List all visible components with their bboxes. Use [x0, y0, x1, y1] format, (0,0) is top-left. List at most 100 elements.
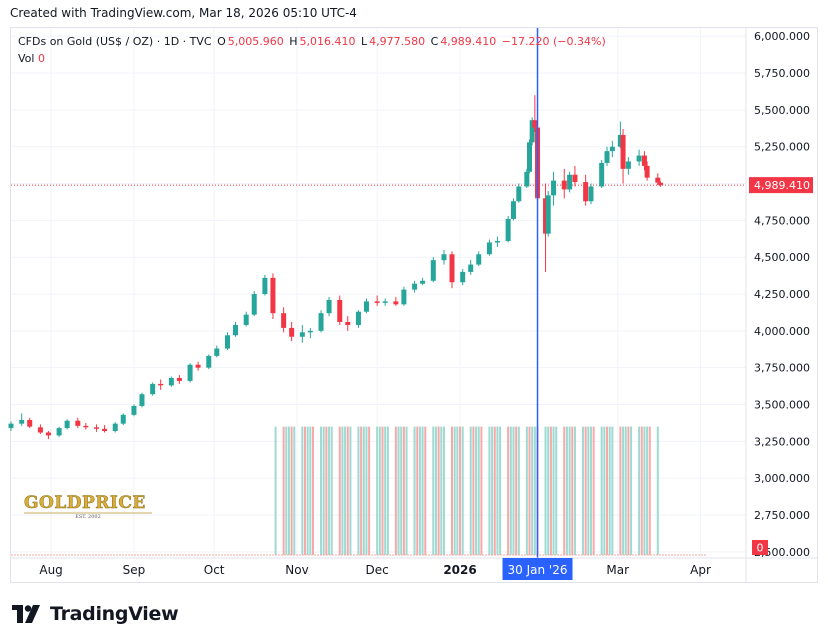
- volume-bar: [346, 426, 349, 555]
- volume-bar: [531, 426, 534, 555]
- symbol-label[interactable]: CFDs on Gold (US$ / OZ) · 1D · TVC: [18, 35, 212, 48]
- candle-body: [486, 242, 492, 255]
- candle-body: [120, 414, 126, 424]
- volume-bar: [525, 426, 528, 555]
- volume-bar: [287, 426, 290, 555]
- tradingview-wordmark: TradingView: [50, 603, 179, 625]
- candle-body: [374, 301, 380, 303]
- volume-bar: [571, 426, 574, 555]
- x-tick-label: Aug: [39, 563, 62, 577]
- volume-bar: [608, 426, 611, 555]
- close-label: C: [430, 35, 439, 48]
- volume-bar: [528, 426, 531, 555]
- volume-badge: [752, 540, 768, 555]
- volume-bar: [480, 426, 483, 555]
- candle-body: [214, 348, 220, 356]
- volume-bar: [547, 426, 550, 555]
- volume-bar: [512, 426, 515, 555]
- candle-body: [281, 313, 287, 328]
- candle-body: [27, 419, 33, 427]
- candle-body: [644, 165, 650, 178]
- candle-body: [56, 428, 62, 436]
- tradingview-logo-icon: [12, 605, 40, 623]
- volume-bar: [424, 426, 427, 555]
- svg-text:EST. 2002: EST. 2002: [75, 514, 101, 520]
- candle-body: [476, 254, 482, 265]
- volume-bar: [282, 426, 285, 555]
- candle-body: [527, 142, 533, 172]
- candle-body: [176, 377, 182, 381]
- candle-body: [609, 146, 615, 152]
- volume-bar: [362, 426, 365, 555]
- high-label: H: [289, 35, 298, 48]
- candle-body: [617, 134, 623, 147]
- y-tick-label: 2,500.000: [754, 546, 810, 559]
- volume-bar: [619, 426, 622, 555]
- candle-body: [545, 195, 551, 234]
- volume-bar: [549, 426, 552, 555]
- volume-bar: [488, 426, 491, 555]
- candle-body: [64, 420, 70, 429]
- candle-body: [572, 174, 578, 183]
- candle-body: [494, 241, 500, 243]
- x-tick-label: Nov: [285, 563, 308, 577]
- candle-body: [620, 134, 626, 169]
- volume-legend: Vol 0: [18, 52, 45, 65]
- candle-body: [382, 301, 388, 303]
- volume-bar: [627, 426, 630, 555]
- candle-body: [94, 427, 100, 429]
- candle-body: [243, 314, 249, 325]
- volume-bar: [440, 426, 443, 555]
- volume-bar: [434, 426, 437, 555]
- candle-body: [83, 425, 89, 428]
- volume-bar: [573, 426, 576, 555]
- x-tick-label: Mar: [606, 563, 629, 577]
- volume-bar: [491, 426, 494, 555]
- candle-body: [345, 322, 351, 325]
- volume-bar: [384, 426, 387, 555]
- volume-bar: [555, 426, 558, 555]
- tradingview-footer-logo[interactable]: TradingView: [12, 602, 179, 626]
- volume-bar: [509, 426, 512, 555]
- volume-bar: [304, 426, 306, 555]
- volume-bar: [325, 426, 328, 555]
- candle-body: [8, 423, 14, 429]
- candle-body: [112, 423, 118, 432]
- volume-bar: [405, 426, 408, 555]
- x-tick-label: Oct: [204, 563, 225, 577]
- volume-bar: [461, 426, 464, 555]
- volume-bar: [472, 426, 475, 555]
- chart-frame[interactable]: [10, 27, 818, 583]
- volume-bar: [293, 426, 296, 555]
- volume-bar: [565, 426, 568, 555]
- volume-bar: [368, 426, 371, 555]
- candle-body: [567, 174, 573, 190]
- candle-body: [583, 182, 589, 202]
- volume-bar: [437, 426, 440, 555]
- candle-body: [251, 294, 257, 315]
- volume-bar: [338, 426, 341, 555]
- candle-body: [561, 180, 567, 190]
- volume-bar: [475, 426, 478, 555]
- volume-bar: [656, 426, 659, 555]
- volume-bar: [328, 426, 331, 555]
- candle-body: [75, 420, 81, 426]
- volume-bar: [306, 426, 309, 555]
- volume-bar: [421, 426, 424, 555]
- crosshair-date-badge: [502, 558, 573, 580]
- candle-body: [657, 182, 663, 186]
- volume-bar: [477, 426, 480, 555]
- candle-body: [510, 201, 516, 219]
- candle-body: [468, 264, 474, 272]
- volume-value: 0: [37, 52, 45, 65]
- candle-body: [363, 301, 369, 312]
- volume-bar: [638, 426, 641, 555]
- volume-bar: [568, 426, 571, 555]
- volume-bar: [648, 426, 651, 555]
- candle-body: [588, 186, 594, 202]
- candle-body: [307, 330, 313, 333]
- candle-body: [150, 383, 156, 395]
- y-tick-label: 4,750.000: [754, 214, 810, 227]
- volume-bar: [322, 426, 325, 555]
